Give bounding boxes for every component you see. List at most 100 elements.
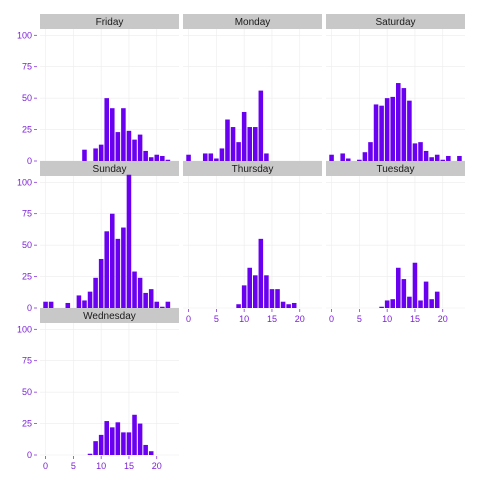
facet-strip-label: Sunday xyxy=(93,164,127,175)
histogram-bar xyxy=(98,144,104,161)
histogram-bar xyxy=(115,422,121,455)
facet-strip xyxy=(183,14,322,29)
plot-panel xyxy=(183,29,322,161)
histogram-bar xyxy=(121,432,126,455)
histogram-bar xyxy=(160,306,165,308)
histogram-bar xyxy=(418,300,423,308)
histogram-bar xyxy=(202,153,208,161)
histogram-bar xyxy=(329,154,334,161)
histogram-bar xyxy=(368,142,373,161)
plot-panel xyxy=(40,176,179,308)
histogram-bar xyxy=(137,277,143,308)
histogram-bar xyxy=(225,119,230,161)
y-axis-tick-label: 50 xyxy=(22,240,32,250)
histogram-bar xyxy=(241,111,247,161)
histogram-bar xyxy=(115,132,121,161)
histogram-bar xyxy=(362,152,368,161)
y-axis-tick-label: 75 xyxy=(22,62,32,72)
x-axis-tick-label: 0 xyxy=(329,314,334,324)
histogram-bar xyxy=(104,231,109,308)
histogram-bar xyxy=(93,148,98,161)
histogram-bar xyxy=(115,238,121,308)
histogram-bar xyxy=(43,301,48,308)
histogram-bar xyxy=(396,83,401,161)
histogram-bar xyxy=(236,304,241,308)
x-axis-tick-label: 10 xyxy=(239,314,249,324)
plot-panel xyxy=(40,323,179,455)
histogram-bar xyxy=(253,275,258,308)
x-axis-tick-label: 20 xyxy=(295,314,305,324)
y-axis-tick-label: 100 xyxy=(17,30,32,40)
histogram-bar xyxy=(429,299,434,308)
histogram-bar xyxy=(264,153,269,161)
histogram-bar xyxy=(148,289,154,308)
x-axis-tick-label: 0 xyxy=(186,314,191,324)
histogram-bar xyxy=(143,444,148,455)
histogram-bar xyxy=(82,149,87,161)
plot-panel xyxy=(326,176,465,308)
histogram-bar xyxy=(412,262,418,308)
facet-strip xyxy=(183,161,322,176)
histogram-bar xyxy=(418,142,423,161)
x-axis-tick-label: 5 xyxy=(71,461,76,471)
histogram-bar xyxy=(76,295,82,308)
histogram-bar xyxy=(373,104,379,161)
histogram-bar xyxy=(357,159,362,161)
y-axis-tick-label: 0 xyxy=(27,450,32,460)
histogram-bar xyxy=(110,213,115,308)
x-axis-tick-label: 5 xyxy=(214,314,219,324)
y-axis-tick-label: 0 xyxy=(27,303,32,313)
histogram-bar xyxy=(137,134,143,161)
y-axis-tick-label: 25 xyxy=(22,419,32,429)
histogram-bar xyxy=(186,154,191,161)
histogram-bar xyxy=(126,432,132,455)
histogram-bar xyxy=(258,90,264,161)
histogram-bar xyxy=(208,153,214,161)
histogram-bar xyxy=(423,150,429,161)
histogram-bar xyxy=(236,142,241,161)
histogram-bar xyxy=(98,258,104,308)
histogram-bar xyxy=(219,148,225,161)
histogram-bar xyxy=(407,296,412,308)
histogram-bar xyxy=(423,281,429,308)
histogram-bar xyxy=(148,157,154,161)
histogram-bar xyxy=(434,291,440,308)
histogram-bar xyxy=(82,300,87,308)
histogram-bar xyxy=(396,267,401,308)
histogram-bar xyxy=(126,174,132,308)
histogram-bar xyxy=(93,277,98,308)
histogram-bar xyxy=(110,427,115,455)
y-axis-tick-label: 0 xyxy=(27,156,32,166)
histogram-bar xyxy=(345,158,351,161)
histogram-bar xyxy=(87,453,93,455)
y-axis-tick-label: 25 xyxy=(22,125,32,135)
histogram-bar xyxy=(412,143,418,161)
facet-strip-label: Tuesday xyxy=(377,164,415,175)
histogram-bar xyxy=(434,154,440,161)
facet-strip xyxy=(40,161,179,176)
histogram-bar xyxy=(401,88,407,161)
histogram-bar xyxy=(286,304,291,308)
plot-panel xyxy=(183,176,322,308)
histogram-bar xyxy=(104,421,109,455)
histogram-bar xyxy=(446,155,451,161)
histogram-bar xyxy=(110,108,115,161)
histogram-bar xyxy=(384,98,390,161)
histogram-bar xyxy=(407,100,412,161)
histogram-bar xyxy=(160,155,165,161)
histogram-bar xyxy=(247,267,252,308)
histogram-bar xyxy=(440,159,446,161)
histogram-bar xyxy=(340,153,345,161)
histogram-bar xyxy=(275,289,280,308)
plot-panel xyxy=(40,29,179,161)
histogram-bar xyxy=(165,159,171,161)
histogram-bar xyxy=(87,291,93,308)
histogram-bar xyxy=(379,306,384,308)
y-axis-tick-label: 25 xyxy=(22,272,32,282)
histogram-bar xyxy=(93,441,98,455)
y-axis-tick-label: 50 xyxy=(22,93,32,103)
x-axis-tick-label: 20 xyxy=(152,461,162,471)
histogram-bar xyxy=(121,227,126,308)
histogram-bar xyxy=(390,299,395,308)
